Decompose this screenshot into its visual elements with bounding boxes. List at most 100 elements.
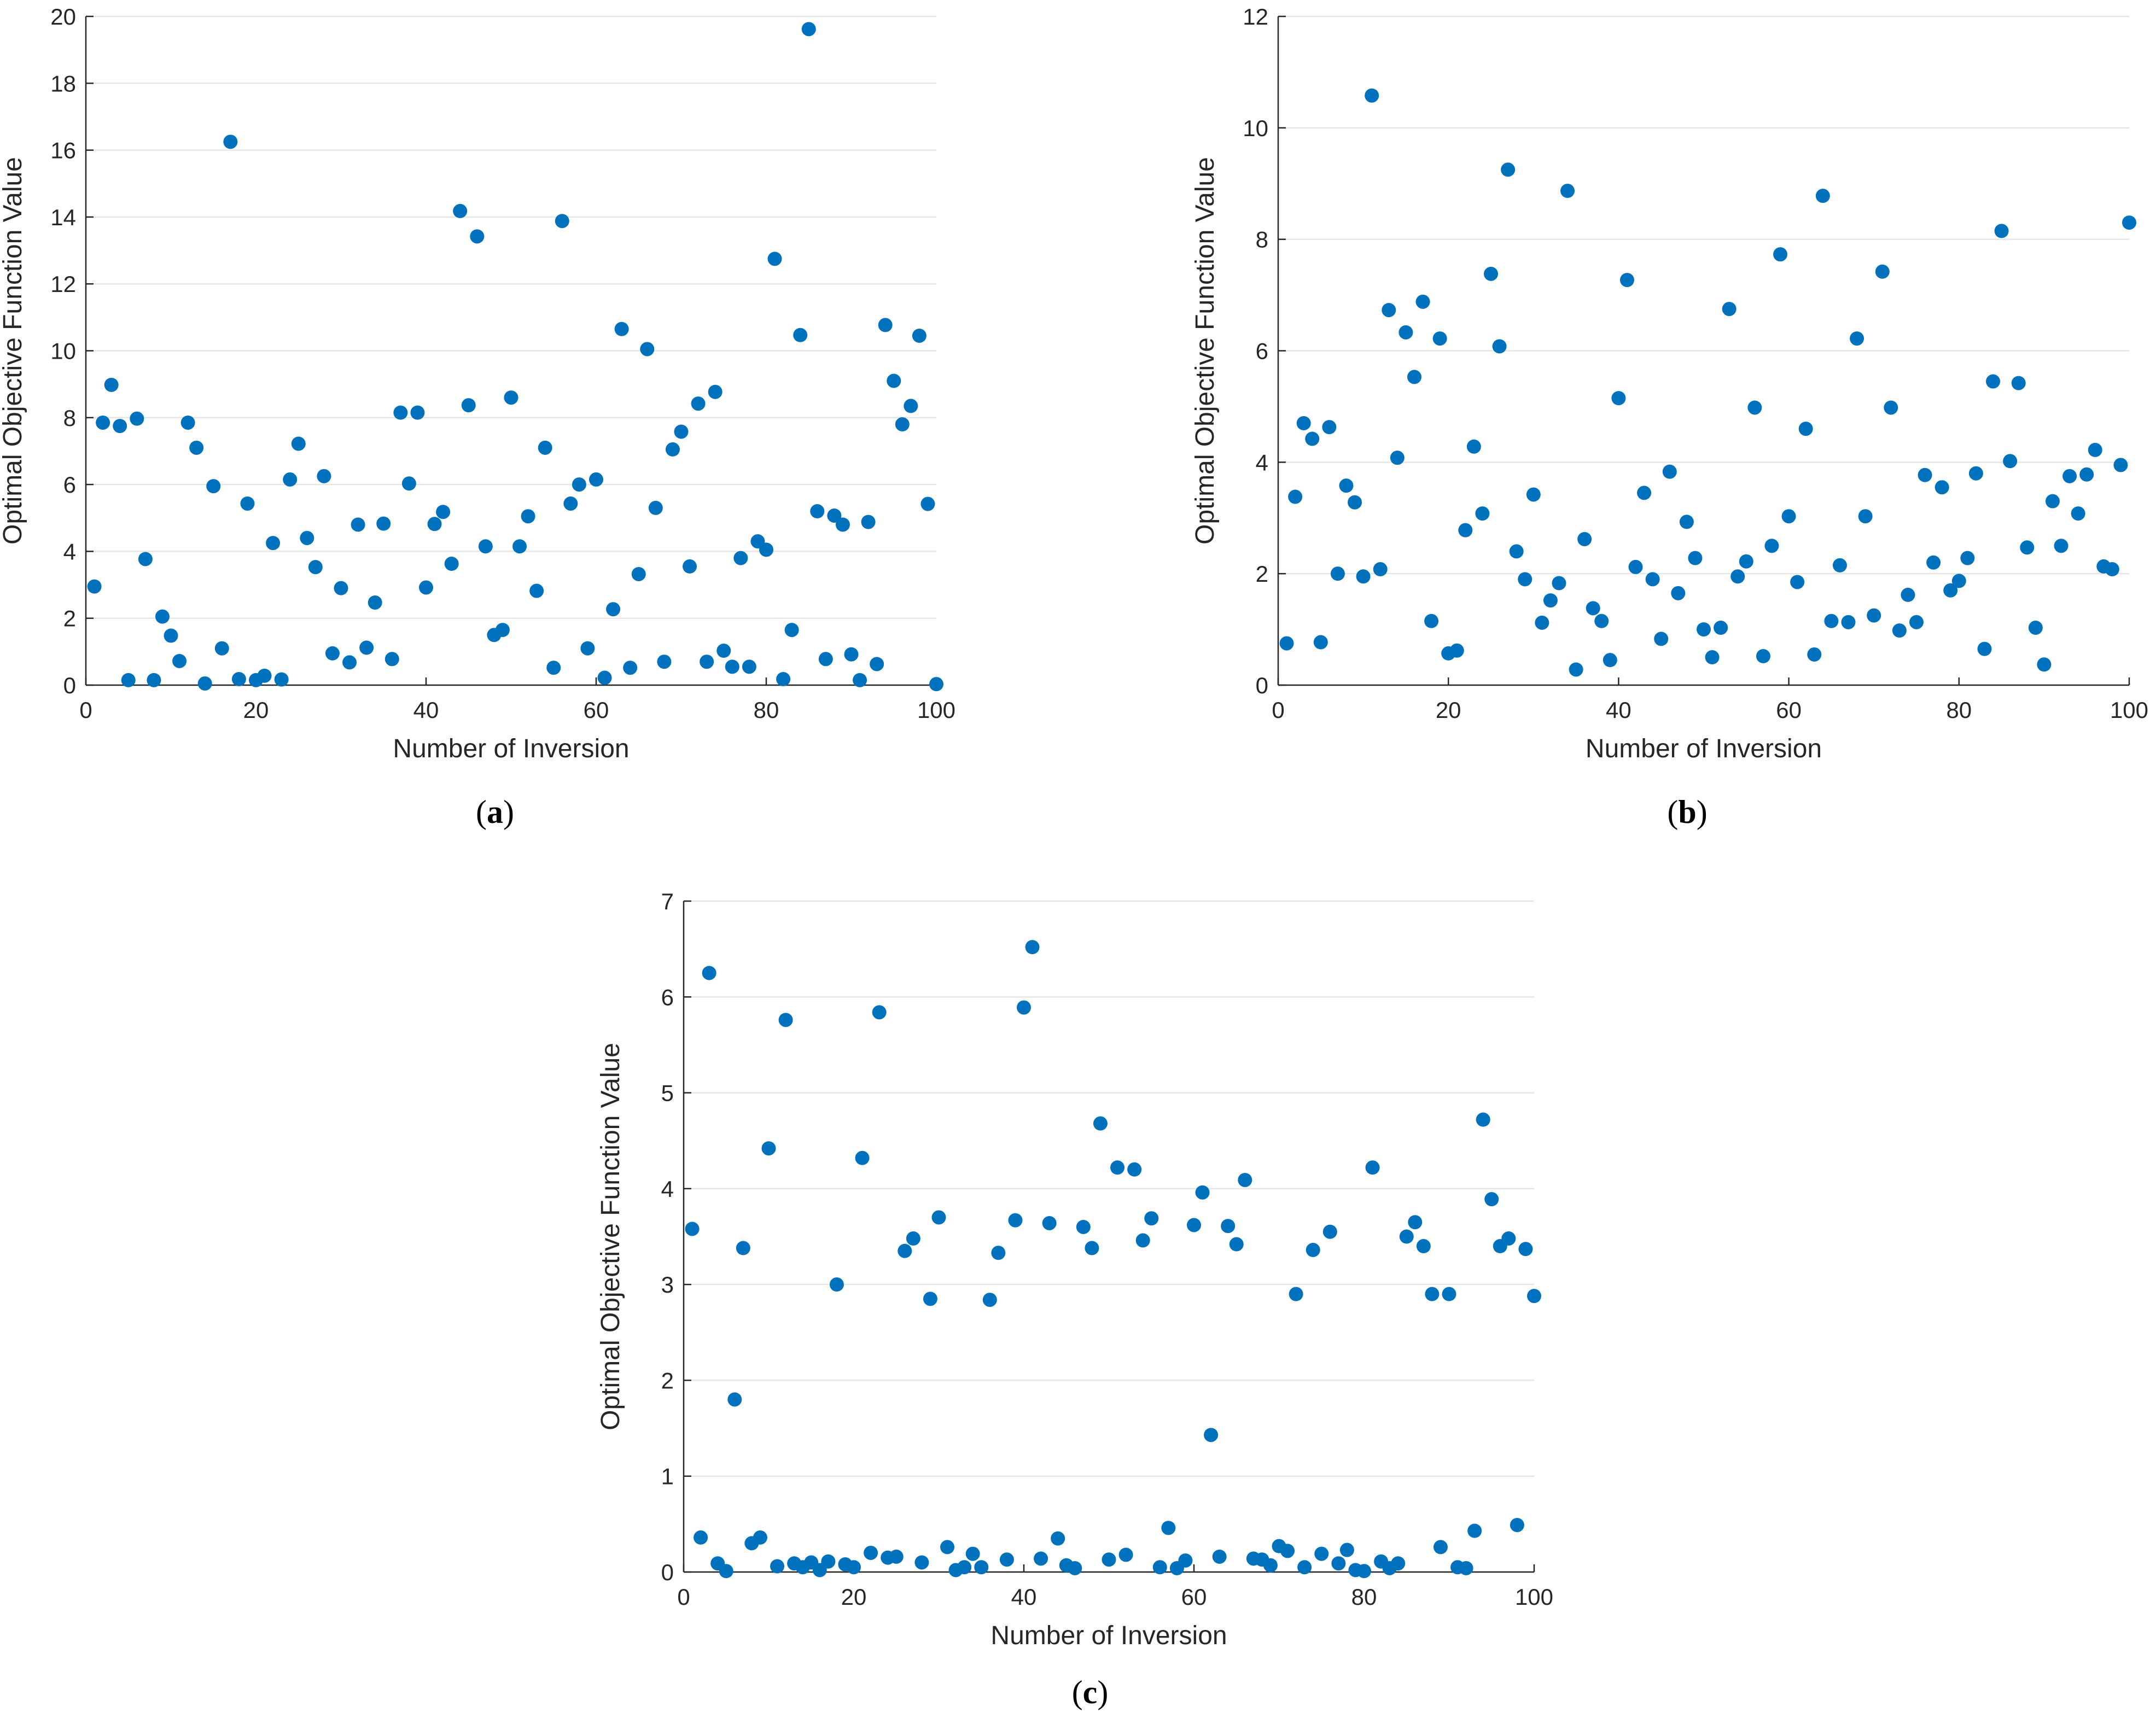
panel-a-data-point	[708, 384, 722, 399]
panel-a-data-point	[521, 509, 535, 524]
panel-b-data-point	[1432, 331, 1447, 346]
panel-a-data-point	[461, 398, 476, 413]
panel-c-data-point	[1025, 940, 1040, 955]
panel-c-data-point	[1076, 1219, 1091, 1234]
panel-b-data-point	[1637, 486, 1652, 500]
panel-a-data-point	[912, 328, 927, 343]
panel-b-data-point	[1901, 587, 1915, 602]
panel-a-y-tick-label: 14	[50, 204, 76, 230]
panel-c-data-point	[1476, 1112, 1490, 1127]
panel-c-data-point	[1289, 1287, 1303, 1301]
panel-a-data-point	[683, 559, 697, 574]
panel-c-data-point	[923, 1292, 937, 1306]
panel-b-data-point	[1918, 468, 1932, 482]
panel-c-data-point	[770, 1559, 785, 1574]
panel-b-data-point	[1679, 515, 1694, 529]
panel-a-data-point	[538, 440, 552, 455]
panel-b-label: (b)	[1667, 794, 1707, 830]
panel-c-data-point	[1085, 1241, 1099, 1255]
panel-c-data-point	[1331, 1556, 1346, 1571]
panel-b-data-point	[1603, 653, 1617, 668]
panel-a-data-point	[240, 496, 255, 511]
panel-c-data-point	[1339, 1542, 1354, 1557]
panel-a-data-point	[563, 496, 578, 511]
panel-b-x-tick-label: 40	[1606, 697, 1631, 723]
panel-a-data-point	[384, 652, 399, 667]
panel-a-data-point	[733, 551, 748, 565]
panel-a-data-point	[342, 655, 357, 670]
panel-b-data-point	[1365, 88, 1379, 103]
panel-c-data-point	[1501, 1231, 1516, 1246]
panel-a-data-point	[291, 436, 306, 451]
panel-a-data-point	[572, 477, 586, 492]
panel-a-data-point	[155, 609, 170, 624]
panel-a-data-point	[266, 536, 281, 551]
panel-a-data-point	[104, 377, 119, 392]
panel-c-data-point	[1135, 1233, 1150, 1248]
panel-c-data-point	[1017, 1000, 1031, 1015]
panel-b-data-point	[1356, 569, 1371, 584]
panel-c-data-point	[1102, 1552, 1116, 1567]
panel-a-x-axis-title: Number of Inversion	[393, 734, 629, 763]
panel-a-data-point	[172, 653, 187, 668]
panel-b-data-point	[1594, 613, 1609, 628]
panel-b-data-point	[1577, 531, 1592, 546]
panel-a-y-axis-title: Optimal Objective Function Value	[0, 157, 27, 545]
panel-c-data-point	[999, 1552, 1014, 1567]
panel-b-y-tick-label: 2	[1256, 561, 1268, 587]
panel-b-data-point	[1671, 586, 1686, 600]
panel-c-data-point	[1399, 1229, 1414, 1244]
panel-b-data-point	[1875, 264, 1890, 279]
panel-a-data-point	[895, 417, 910, 432]
panel-b-data-point	[1569, 662, 1583, 677]
panel-c-y-tick-label: 1	[661, 1464, 674, 1489]
panel-b-x-tick-label: 100	[2110, 697, 2148, 723]
panel-b-data-point	[1832, 558, 1847, 572]
panel-b-x-tick-label: 0	[1272, 697, 1284, 723]
panel-b-data-point	[2088, 442, 2102, 457]
panel-c-data-point	[1118, 1547, 1133, 1562]
panel-c-data-point	[1314, 1546, 1329, 1561]
panel-c-data-point	[727, 1392, 742, 1407]
panel-a-data-point	[878, 318, 893, 332]
panel-c-data-point	[736, 1241, 750, 1255]
panel-c-data-point	[1297, 1560, 1312, 1575]
panel-b-data-point	[1977, 641, 1992, 656]
panel-b-data-point	[1926, 555, 1941, 570]
panel-b-data-point	[1288, 489, 1303, 504]
panel-c-data-point	[1459, 1561, 1473, 1575]
panel-a-x-tick-label: 100	[917, 697, 955, 723]
panel-a-data-point	[725, 659, 739, 674]
panel-c-data-point	[1152, 1560, 1167, 1575]
panel-a-data-point	[300, 530, 314, 545]
panel-b-data-point	[1415, 294, 1430, 309]
panel-a-data-point	[470, 229, 485, 244]
panel-a-data-point	[401, 476, 416, 491]
panel-c-x-tick-label: 0	[677, 1584, 690, 1610]
panel-b-data-point	[1739, 554, 1753, 569]
panel-b-data-point	[1781, 509, 1796, 524]
panel-a-x-tick-label: 60	[584, 697, 609, 723]
panel-c-x-tick-label: 20	[841, 1584, 867, 1610]
panel-a-data-point	[308, 560, 323, 575]
panel-a-data-point	[810, 504, 825, 519]
panel-b-data-point	[1697, 622, 1711, 637]
panel-c-data-point	[1144, 1211, 1159, 1226]
panel-b-data-point	[1867, 608, 1881, 623]
panel-c-data-point	[906, 1231, 920, 1246]
panel-a-y-tick-label: 4	[63, 539, 76, 564]
panel-a-data-point	[674, 424, 689, 439]
panel-c-x-tick-label: 40	[1011, 1584, 1037, 1610]
panel-b-data-point	[2003, 454, 2018, 469]
panel-c-data-point	[1442, 1287, 1456, 1301]
panel-c-data-point	[991, 1246, 1006, 1260]
panel-a-data-point	[495, 623, 510, 638]
panel-a-data-point	[742, 659, 756, 674]
panel-c-data-point	[982, 1293, 997, 1307]
panel-a-data-point	[648, 500, 663, 515]
panel-a-data-point	[657, 655, 672, 669]
panel-a-data-point	[147, 673, 161, 687]
panel-a-data-point	[138, 552, 153, 566]
panel-a-data-point	[784, 623, 799, 638]
